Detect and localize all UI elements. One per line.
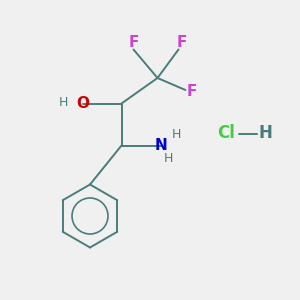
- Text: Cl: Cl: [218, 124, 236, 142]
- Text: H: H: [171, 128, 181, 142]
- Text: O: O: [76, 96, 89, 111]
- Text: H: H: [59, 95, 69, 109]
- Text: H: H: [164, 152, 174, 165]
- Text: N: N: [154, 138, 167, 153]
- Text: F: F: [128, 35, 139, 50]
- Text: F: F: [187, 84, 197, 99]
- Text: H: H: [259, 124, 272, 142]
- Text: F: F: [177, 35, 187, 50]
